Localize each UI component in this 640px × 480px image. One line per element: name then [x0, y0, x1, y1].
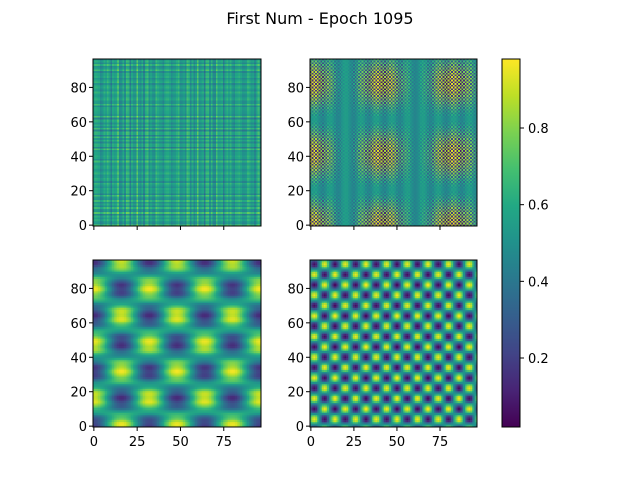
axes-frame	[92, 259, 262, 428]
figure-title: First Num - Epoch 1095	[226, 9, 413, 28]
y-tick-label: 80	[70, 282, 87, 297]
y-tick-label: 0	[79, 219, 87, 234]
heatmap-panel-top-left: 0 20 40 60 80	[70, 58, 262, 234]
x-tick-label: 50	[389, 435, 406, 450]
axes-frame	[92, 58, 262, 227]
heatmap-panel-bottom-right: 0 20 40 60 80 0 25 50 75	[287, 259, 478, 450]
y-tick-label: 60	[287, 317, 304, 332]
x-tick-label: 25	[129, 435, 146, 450]
axes-frame	[309, 259, 478, 428]
y-tick-label: 20	[70, 185, 87, 200]
x-tick-label: 0	[90, 435, 98, 450]
heatmap-image	[310, 260, 477, 427]
colorbar-tick-label: 0.2	[528, 352, 549, 367]
y-tick-label: 40	[287, 351, 304, 366]
y-tick-label: 60	[287, 116, 304, 131]
heatmap-image	[93, 260, 261, 427]
colorbar-gradient	[501, 58, 521, 428]
colorbar: 0.2 0.4 0.6 0.8	[501, 58, 549, 428]
y-tick-label: 20	[287, 185, 304, 200]
heatmap-panel-bottom-left: 0 20 40 60 80 0 25 50 75	[70, 259, 262, 450]
x-tick-label: 25	[346, 435, 363, 450]
y-tick-label: 80	[70, 81, 87, 96]
y-tick-label: 40	[70, 351, 87, 366]
x-tick-label: 75	[432, 435, 449, 450]
y-tick-label: 40	[70, 150, 87, 165]
y-tick-label: 0	[296, 219, 304, 234]
y-tick-label: 20	[287, 386, 304, 401]
colorbar-tick-label: 0.4	[528, 275, 549, 290]
x-tick-label: 75	[215, 435, 232, 450]
y-tick-label: 40	[287, 150, 304, 165]
heatmap-image	[310, 59, 477, 226]
x-tick-label: 0	[307, 435, 315, 450]
y-tick-label: 80	[287, 282, 304, 297]
colorbar-tick-label: 0.6	[528, 199, 549, 214]
y-tick-label: 60	[70, 317, 87, 332]
y-tick-label: 0	[296, 420, 304, 435]
heatmap-panel-top-right: 0 20 40 60 80	[287, 58, 478, 234]
y-tick-label: 20	[70, 386, 87, 401]
heatmap-panels: 0 20 40 60 80 0 20 40 60 80 0 20 40 60 80 0 25 50 75 0 20 40 6…	[70, 58, 478, 450]
colorbar-tick-label: 0.8	[528, 122, 549, 137]
heatmap-image	[93, 59, 261, 226]
y-tick-label: 0	[79, 420, 87, 435]
y-tick-label: 60	[70, 116, 87, 131]
x-tick-label: 50	[172, 435, 189, 450]
axes-frame	[309, 58, 478, 227]
y-tick-label: 80	[287, 81, 304, 96]
